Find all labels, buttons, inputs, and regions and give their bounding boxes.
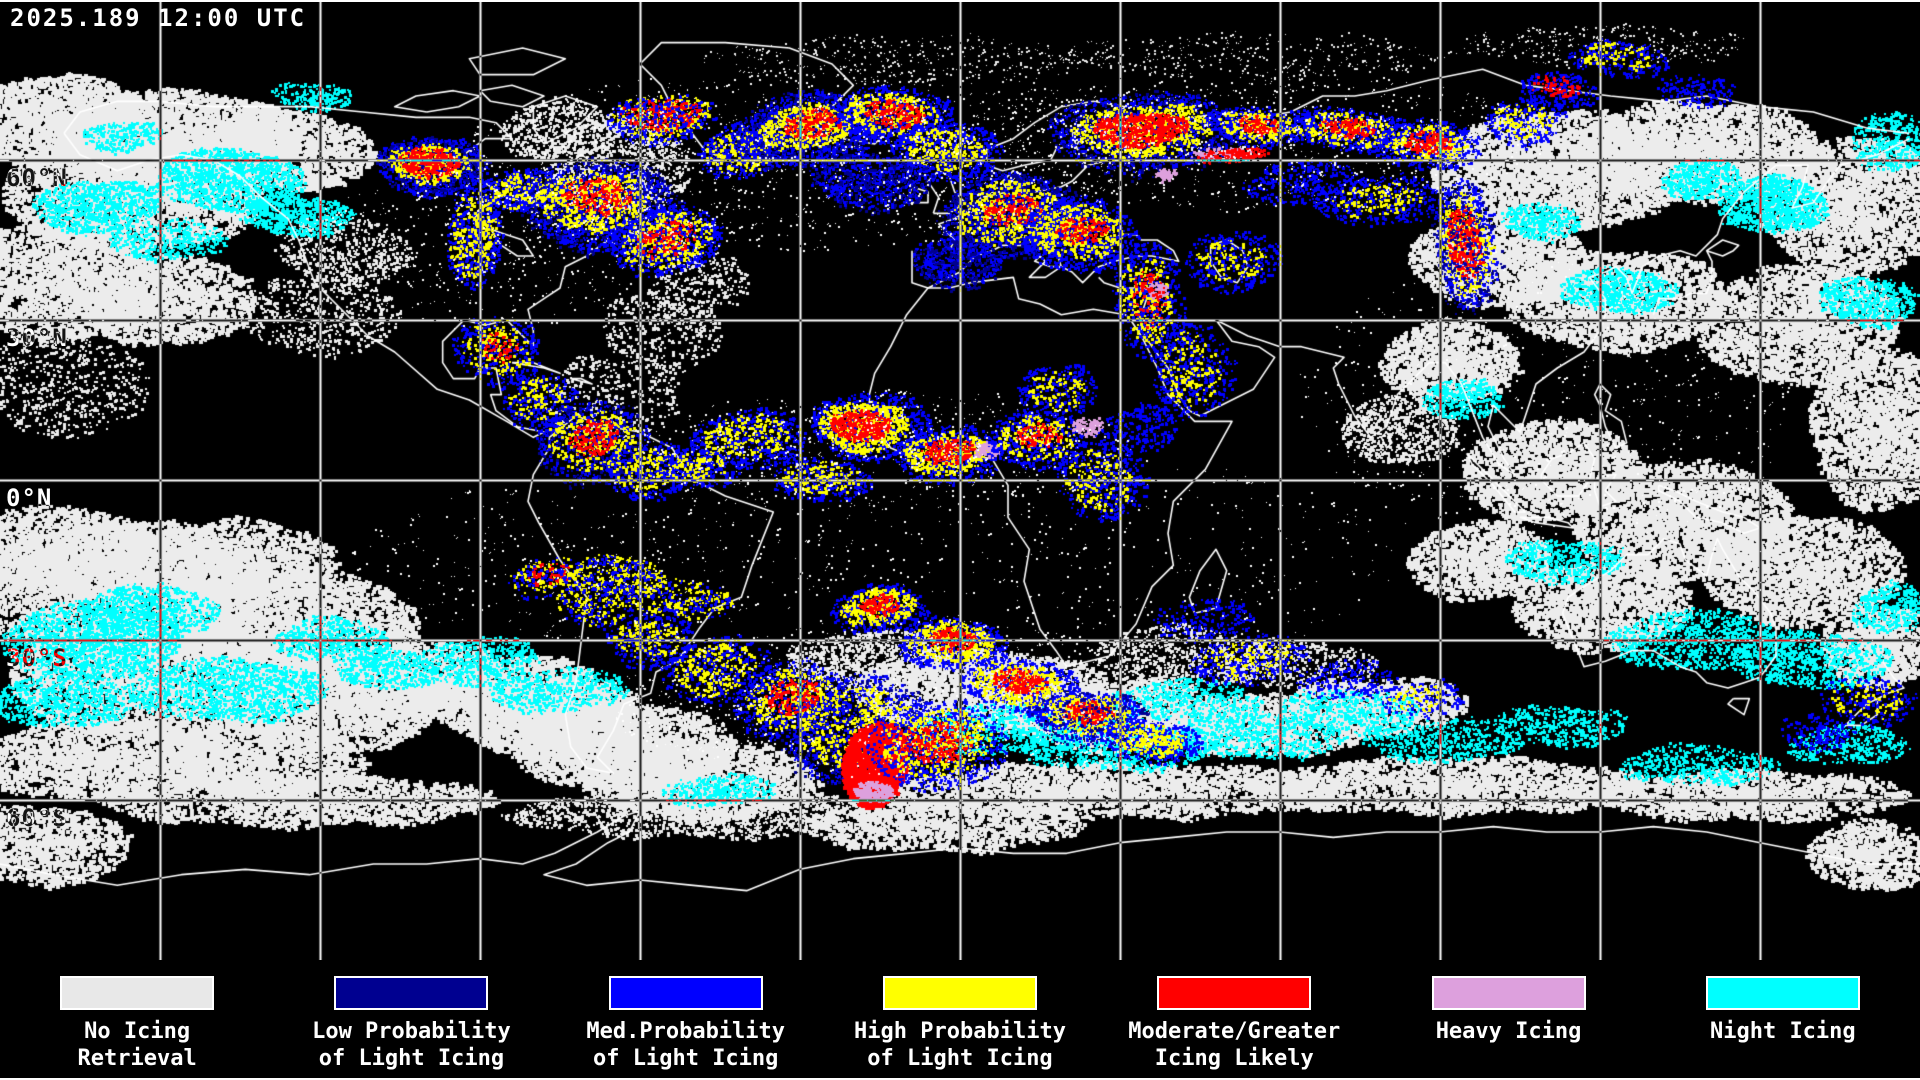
legend-label: Low Probability of Light Icing [312,1019,511,1071]
lat-label-60n: 60°N [6,164,68,192]
legend-item-no-icing: No Icing Retrieval [0,960,274,1078]
lat-label-60s: 60°S [6,804,68,832]
legend-bar: No Icing Retrieval Low Probability of Ligh… [0,960,1920,1078]
legend-item-night-icing: Night Icing [1646,960,1920,1078]
legend-item-heavy-icing: Heavy Icing [1371,960,1645,1078]
top-border-line [0,0,1920,2]
legend-label: Night Icing [1709,1019,1856,1044]
legend-label: High Probability of Light Icing [854,1019,1066,1071]
legend-item-low-probability: Low Probability of Light Icing [274,960,548,1078]
legend-item-high-probability: High Probability of Light Icing [823,960,1097,1078]
lat-label-30s: 30°S [6,644,68,672]
timestamp-label: 2025.189 12:00 UTC [10,4,307,32]
legend-item-med-probability: Med.Probability of Light Icing [549,960,823,1078]
bottom-border-line [0,1078,1920,1080]
high-probability-swatch [882,976,1037,1010]
night-icing-swatch [1705,976,1860,1010]
moderate-greater-swatch [1157,976,1312,1010]
lat-label-30n: 30°N [6,324,68,352]
legend-label: No Icing Retrieval [77,1019,197,1071]
legend-label: Moderate/Greater Icing Likely [1128,1019,1341,1071]
legend-label: Med.Probability of Light Icing [586,1019,786,1071]
legend-item-moderate-greater: Moderate/Greater Icing Likely [1097,960,1371,1078]
no-icing-swatch [60,976,215,1010]
heavy-icing-swatch [1431,976,1586,1010]
low-probability-swatch [334,976,489,1010]
lat-label-0: 0°N [6,484,53,512]
med-probability-swatch [608,976,763,1010]
legend-label: Heavy Icing [1435,1019,1582,1044]
world-icing-map [0,0,1920,960]
